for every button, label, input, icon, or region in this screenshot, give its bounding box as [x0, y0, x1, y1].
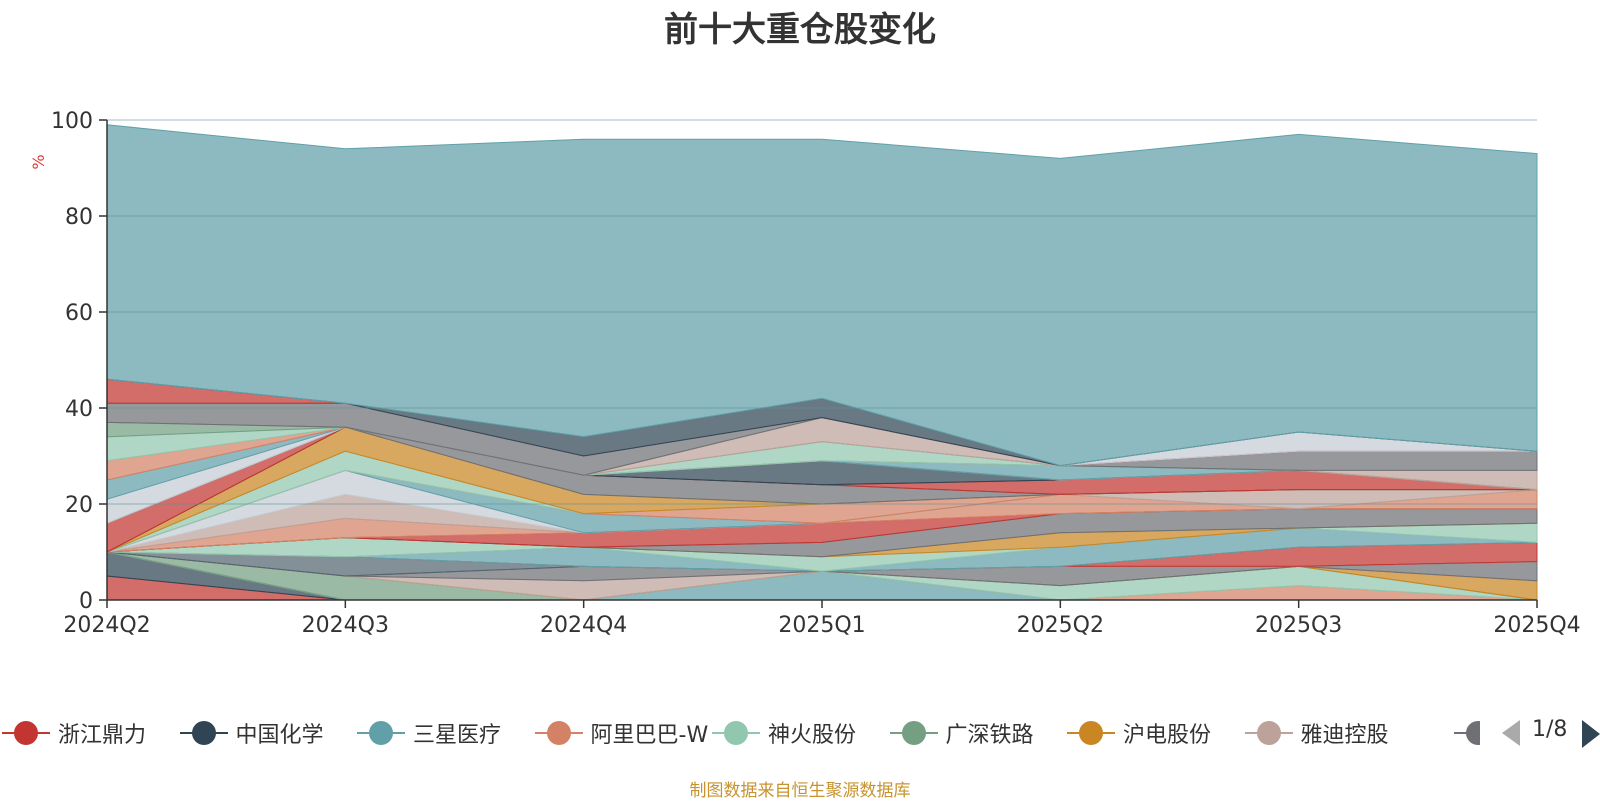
legend-label: 阿里巴巴-W	[590, 723, 709, 748]
legend-label: 雅迪控股	[1300, 723, 1389, 748]
y-axis-label: %	[29, 154, 48, 169]
axes: 0 20 40 60 80 100 2024Q2 2024Q3 2024Q4 2025Q1 2025…	[51, 109, 1581, 638]
legend-item[interactable]: 广深铁路	[888, 713, 1034, 753]
legend-symbol	[710, 713, 762, 753]
legend-page-indicator: 1/8	[1532, 717, 1568, 742]
area-series-37[interactable]	[106, 124, 1538, 467]
x-tick-label-0: 2024Q2	[63, 613, 150, 638]
legend-item[interactable]: 阿里巴巴-W	[533, 713, 709, 753]
legend-label: 广深铁路	[945, 723, 1034, 748]
y-tick-label-100: 100	[51, 109, 93, 134]
y-tick-label-80: 80	[65, 205, 93, 230]
legend-symbol	[0, 713, 52, 753]
x-tick-label-5: 2025Q3	[1255, 613, 1342, 638]
legend-symbol	[1452, 713, 1480, 753]
legend-item[interactable]: 雅迪控股	[1243, 713, 1389, 753]
legend-item[interactable]: 中国化学	[178, 713, 324, 753]
x-tick-label-4: 2025Q2	[1017, 613, 1104, 638]
legend-symbol	[533, 713, 585, 753]
legend-symbol	[178, 713, 230, 753]
x-tick-label-3: 2025Q1	[778, 613, 865, 638]
y-tick-label-0: 0	[79, 589, 93, 614]
legend: 浙江鼎力 中国化学 三星医疗 阿里巴巴-W 神火股份 广深铁路 沪电股份 雅迪控股 1/8	[0, 713, 1600, 753]
y-tick-label-60: 60	[65, 301, 93, 326]
legend-pager: 1/8	[1498, 713, 1600, 753]
y-tick-label-40: 40	[65, 397, 93, 422]
legend-label: 三星医疗	[413, 723, 502, 748]
chart-title: 前十大重仓股变化	[664, 10, 936, 50]
x-tick-label-1: 2024Q3	[302, 613, 389, 638]
legend-symbol	[1065, 713, 1117, 753]
legend-item[interactable]: 三星医疗	[355, 713, 501, 753]
x-tick-label-2: 2024Q4	[540, 613, 627, 638]
legend-symbol	[355, 713, 407, 753]
legend-label: 沪电股份	[1123, 723, 1212, 748]
y-tick-label-20: 20	[65, 493, 93, 518]
legend-item[interactable]: 浙江鼎力	[0, 713, 146, 753]
legend-symbol	[888, 713, 940, 753]
source-note: 制图数据来自恒生聚源数据库	[689, 781, 911, 801]
gridlines	[107, 119, 1537, 505]
x-tick-label-6: 2025Q4	[1493, 613, 1580, 638]
legend-item[interactable]: 沪电股份	[1065, 713, 1211, 753]
legend-item-truncated[interactable]	[1452, 713, 1480, 753]
legend-item[interactable]: 神火股份	[710, 713, 856, 753]
legend-symbol	[1243, 713, 1295, 753]
area-series-group	[106, 124, 1538, 601]
legend-label: 神火股份	[768, 723, 857, 748]
legend-next-page-icon[interactable]	[1582, 720, 1600, 748]
legend-label: 浙江鼎力	[58, 723, 147, 748]
chart-plot: 0 20 40 60 80 100 2024Q2 2024Q3 2024Q4 2025Q1 2025…	[29, 109, 1581, 638]
legend-prev-page-icon[interactable]	[1502, 720, 1520, 746]
legend-label: 中国化学	[235, 723, 324, 748]
